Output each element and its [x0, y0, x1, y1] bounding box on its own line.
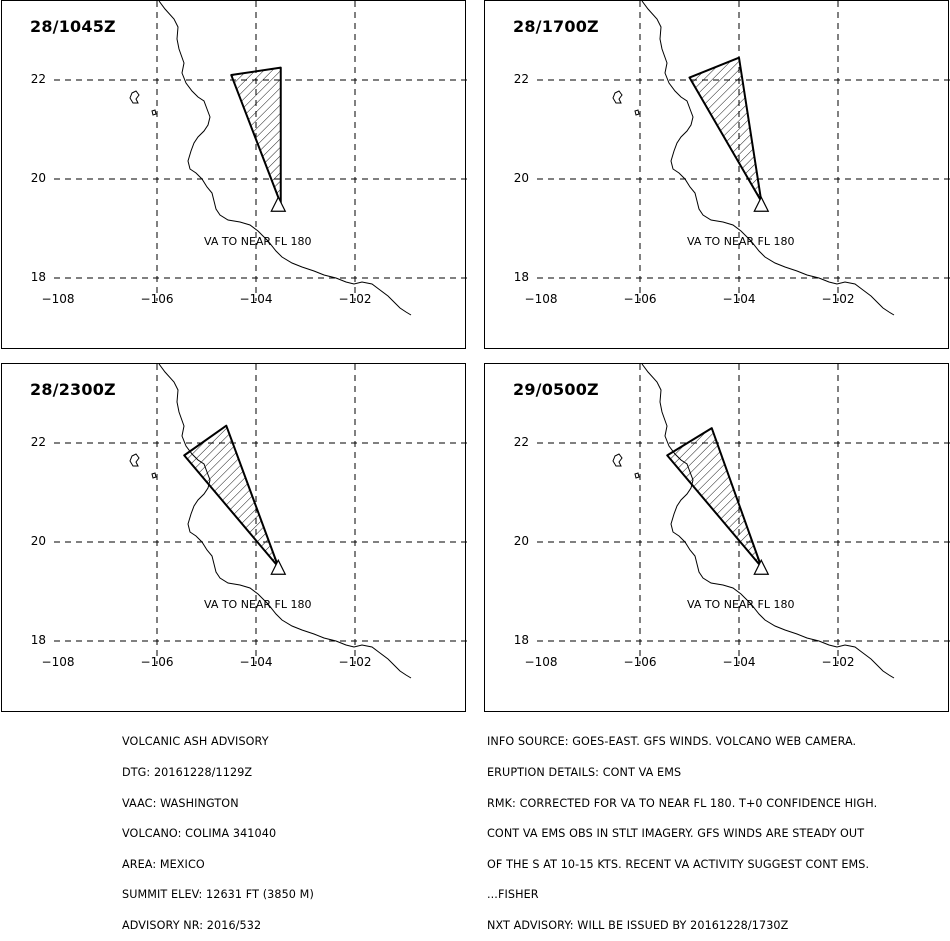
island-outline: [634, 472, 640, 479]
longitude-tick-label: −106: [623, 292, 657, 306]
advisory-remarks-block: INFO SOURCE: GOES-EAST. GFS WINDS. VOLCA…: [487, 717, 877, 941]
advisory-dtg: DTG: 20161228/1129Z: [122, 766, 253, 779]
forecast-panel-2: 28/1700Z VA TO NEAR FL 180 22 20 18 −108 −10…: [484, 0, 950, 349]
longitude-tick-label: −108: [524, 655, 558, 669]
advisory-eruption-details: ERUPTION DETAILS: CONT VA EMS: [487, 766, 682, 779]
latitude-tick-label: 18: [513, 270, 529, 284]
latitude-tick-label: 18: [30, 270, 46, 284]
coastline: [158, 364, 412, 679]
volcano-triangle-icon: [270, 195, 287, 212]
longitude-tick-label: −102: [821, 292, 855, 306]
map-canvas: [54, 1, 467, 316]
panel-time-label: 28/1045Z: [30, 17, 116, 36]
volcanic-ash-polygon: [230, 66, 282, 205]
advisory-header-block: VOLCANIC ASH ADVISORY DTG: 20161228/1129…: [122, 717, 314, 941]
longitude-tick-label: −108: [524, 292, 558, 306]
longitude-tick-label: −106: [140, 292, 174, 306]
island-outline: [151, 109, 157, 116]
coastline: [641, 364, 895, 679]
island-outline: [129, 453, 140, 467]
forecast-panel-3: 28/2300Z VA TO NEAR FL 180 22 20 18 −108 −10…: [1, 363, 467, 712]
island-outline: [612, 90, 623, 104]
longitude-tick-label: −108: [41, 292, 75, 306]
advisory-remarks-line: CONT VA EMS OBS IN STLT IMAGERY. GFS WIN…: [487, 827, 865, 841]
longitude-tick-label: −106: [623, 655, 657, 669]
latitude-tick-label: 22: [513, 72, 529, 86]
advisory-area: AREA: MEXICO: [122, 857, 205, 871]
volcano-triangle-icon: [753, 558, 770, 575]
volcano-triangle-icon: [270, 558, 287, 575]
map-canvas: [54, 364, 467, 679]
advisory-volcano: VOLCANO: COLIMA 341040: [122, 827, 277, 841]
island-outline: [634, 109, 640, 116]
volcanic-ash-polygon: [688, 56, 763, 203]
panel-time-label: 28/1700Z: [513, 17, 599, 36]
latitude-tick-label: 18: [30, 633, 46, 647]
latitude-tick-label: 22: [30, 435, 46, 449]
forecast-panel-1: 28/1045Z VA TO NEAR FL 180 22 20 18 −108 −10…: [1, 0, 467, 349]
advisory-next: NXT ADVISORY: WILL BE ISSUED BY 20161228…: [487, 918, 789, 932]
va-height-label: VA TO NEAR FL 180: [687, 598, 795, 611]
panel-time-label: 28/2300Z: [30, 380, 116, 399]
latitude-tick-label: 20: [513, 534, 529, 548]
va-height-label: VA TO NEAR FL 180: [204, 598, 312, 611]
island-outline: [129, 90, 140, 104]
longitude-tick-label: −104: [722, 292, 756, 306]
advisory-remarks-line: OF THE S AT 10-15 KTS. RECENT VA ACTIVIT…: [487, 857, 870, 871]
latitude-tick-label: 22: [30, 72, 46, 86]
longitude-tick-label: −104: [722, 655, 756, 669]
map-canvas: [537, 364, 950, 679]
longitude-tick-label: −102: [338, 292, 372, 306]
volcanic-ash-polygon: [666, 427, 763, 568]
longitude-tick-label: −102: [821, 655, 855, 669]
advisory-vaac: VAAC: WASHINGTON: [122, 796, 239, 810]
va-height-label: VA TO NEAR FL 180: [687, 235, 795, 248]
coastline: [158, 1, 412, 316]
longitude-tick-label: −108: [41, 655, 75, 669]
coastline: [641, 1, 895, 316]
advisory-remarks-line: RMK: CORRECTED FOR VA TO NEAR FL 180. T+…: [487, 796, 878, 810]
longitude-tick-label: −104: [239, 655, 273, 669]
latitude-tick-label: 20: [30, 171, 46, 185]
advisory-summit-elev: SUMMIT ELEV: 12631 FT (3850 M): [122, 888, 314, 902]
advisory-forecaster: ...FISHER: [487, 888, 539, 902]
latitude-tick-label: 20: [30, 534, 46, 548]
island-outline: [151, 472, 157, 479]
va-height-label: VA TO NEAR FL 180: [204, 235, 312, 248]
forecast-panel-4: 29/0500Z VA TO NEAR FL 180 22 20 18 −108 −10…: [484, 363, 950, 712]
latitude-tick-label: 22: [513, 435, 529, 449]
volcano-triangle-icon: [753, 195, 770, 212]
map-canvas: [537, 1, 950, 316]
longitude-tick-label: −104: [239, 292, 273, 306]
latitude-tick-label: 20: [513, 171, 529, 185]
advisory-number: ADVISORY NR: 2016/532: [122, 918, 262, 932]
volcanic-ash-polygon: [183, 424, 280, 568]
advisory-title: VOLCANIC ASH ADVISORY: [122, 735, 269, 749]
advisory-info-source: INFO SOURCE: GOES-EAST. GFS WINDS. VOLCA…: [487, 735, 857, 749]
latitude-tick-label: 18: [513, 633, 529, 647]
island-outline: [612, 453, 623, 467]
longitude-tick-label: −106: [140, 655, 174, 669]
panel-time-label: 29/0500Z: [513, 380, 599, 399]
longitude-tick-label: −102: [338, 655, 372, 669]
